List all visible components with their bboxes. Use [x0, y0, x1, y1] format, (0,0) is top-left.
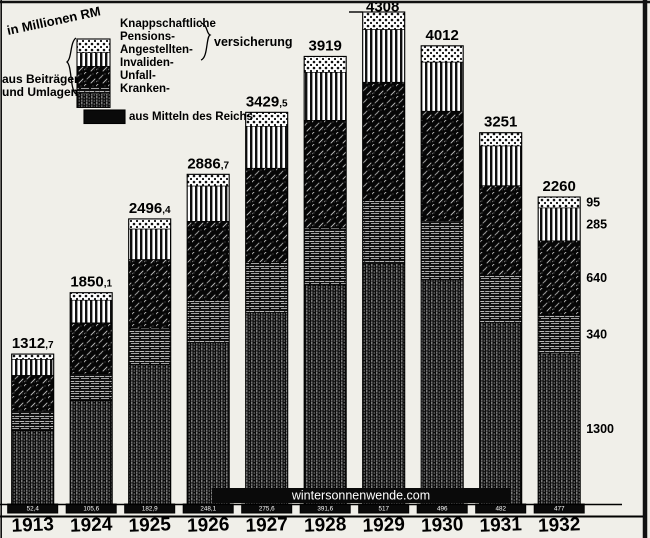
svg-text:1931: 1931 [479, 514, 522, 536]
svg-text:95: 95 [586, 195, 600, 209]
svg-text:1926: 1926 [187, 514, 230, 536]
svg-text:1925: 1925 [128, 514, 171, 536]
svg-text:Kranken-: Kranken- [120, 83, 170, 95]
svg-text:1927: 1927 [245, 514, 288, 536]
svg-text:1932: 1932 [538, 514, 581, 536]
svg-text:und Umlagen: und Umlagen [2, 85, 78, 99]
svg-text:496: 496 [437, 506, 448, 513]
svg-text:640: 640 [586, 271, 607, 285]
svg-text:3919: 3919 [309, 37, 342, 54]
svg-text:275,6: 275,6 [259, 506, 275, 513]
svg-text:340: 340 [586, 327, 607, 341]
svg-text:Angestellten-: Angestellten- [120, 44, 193, 56]
svg-text:Invaliden-: Invaliden- [120, 57, 174, 69]
svg-text:versicherung: versicherung [214, 35, 293, 49]
svg-text:4012: 4012 [426, 27, 459, 44]
svg-text:1928: 1928 [304, 514, 347, 536]
svg-text:517: 517 [378, 506, 389, 513]
svg-text:1850,1: 1850,1 [70, 274, 112, 291]
svg-text:482: 482 [495, 506, 506, 513]
svg-text:Pensions-: Pensions- [120, 31, 175, 43]
svg-text:3251: 3251 [484, 114, 517, 131]
svg-text:2260: 2260 [543, 178, 576, 195]
svg-text:391,6: 391,6 [317, 506, 333, 513]
svg-text:2886,7: 2886,7 [187, 155, 229, 172]
svg-text:285: 285 [586, 217, 607, 231]
svg-text:1312,7: 1312,7 [12, 335, 54, 352]
svg-text:aus Mitteln des Reichs: aus Mitteln des Reichs [129, 111, 253, 123]
svg-text:Knappschaftliche: Knappschaftliche [120, 18, 216, 30]
svg-text:3429,5: 3429,5 [246, 93, 288, 110]
svg-text:Unfall-: Unfall- [120, 70, 156, 82]
svg-text:wintersonnenwende.com: wintersonnenwende.com [291, 489, 430, 503]
svg-text:1913: 1913 [11, 514, 54, 536]
svg-text:477: 477 [554, 506, 565, 513]
svg-text:1924: 1924 [70, 514, 113, 536]
svg-text:105,6: 105,6 [83, 506, 99, 513]
svg-text:182,9: 182,9 [142, 506, 158, 513]
svg-text:52,4: 52,4 [27, 506, 40, 513]
svg-text:1929: 1929 [362, 514, 405, 536]
svg-text:2496,4: 2496,4 [129, 200, 171, 217]
svg-text:1300: 1300 [586, 422, 614, 436]
svg-text:1930: 1930 [421, 514, 464, 536]
svg-text:248,1: 248,1 [200, 506, 216, 513]
svg-text:in Millionen RM: in Millionen RM [6, 3, 102, 37]
svg-text:aus Beiträgen: aus Beiträgen [2, 72, 81, 86]
